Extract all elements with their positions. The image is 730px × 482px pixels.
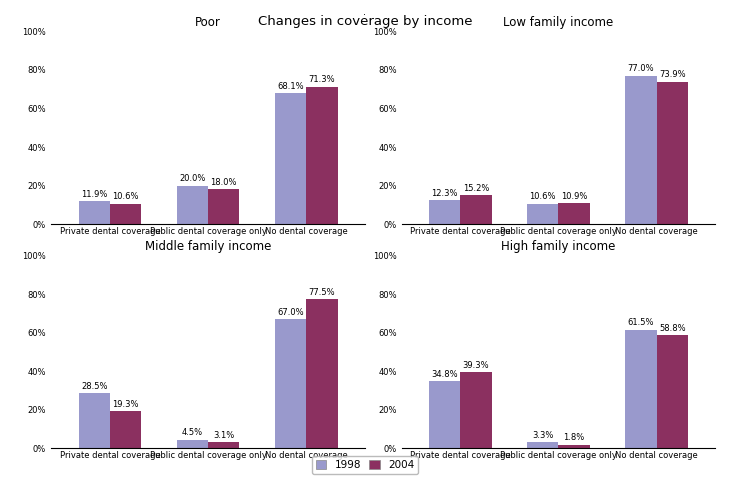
Bar bbox=[461, 195, 492, 224]
Bar bbox=[429, 381, 461, 448]
Text: 20.0%: 20.0% bbox=[179, 174, 206, 183]
Legend: 1998, 2004: 1998, 2004 bbox=[312, 456, 418, 474]
Text: 15.2%: 15.2% bbox=[463, 184, 489, 192]
Text: 19.3%: 19.3% bbox=[112, 400, 139, 409]
Text: 61.5%: 61.5% bbox=[628, 319, 654, 327]
Text: 3.3%: 3.3% bbox=[532, 430, 553, 440]
Text: 12.3%: 12.3% bbox=[431, 189, 458, 198]
Text: 71.3%: 71.3% bbox=[309, 75, 335, 84]
Text: 3.1%: 3.1% bbox=[213, 431, 234, 440]
Text: 18.0%: 18.0% bbox=[210, 178, 237, 187]
Title: Low family income: Low family income bbox=[503, 16, 614, 29]
Text: Changes in coverage by income: Changes in coverage by income bbox=[258, 15, 472, 28]
Bar bbox=[461, 373, 492, 448]
Bar bbox=[656, 335, 688, 448]
Text: 4.5%: 4.5% bbox=[182, 428, 203, 437]
Bar bbox=[306, 299, 337, 448]
Bar bbox=[429, 201, 461, 224]
Title: Middle family income: Middle family income bbox=[145, 240, 272, 253]
Bar bbox=[656, 81, 688, 224]
Bar bbox=[110, 204, 142, 224]
Text: 58.8%: 58.8% bbox=[659, 323, 685, 333]
Title: Poor: Poor bbox=[195, 16, 221, 29]
Bar bbox=[527, 442, 558, 448]
Text: 67.0%: 67.0% bbox=[277, 308, 304, 317]
Bar bbox=[177, 186, 208, 224]
Text: 10.6%: 10.6% bbox=[112, 192, 139, 201]
Title: High family income: High family income bbox=[502, 240, 615, 253]
Text: 28.5%: 28.5% bbox=[81, 382, 107, 391]
Text: 11.9%: 11.9% bbox=[81, 190, 107, 199]
Bar bbox=[110, 411, 142, 448]
Text: 34.8%: 34.8% bbox=[431, 370, 458, 379]
Bar bbox=[208, 442, 239, 448]
Bar bbox=[306, 87, 337, 224]
Text: 73.9%: 73.9% bbox=[659, 70, 685, 80]
Text: 77.0%: 77.0% bbox=[628, 65, 654, 73]
Bar bbox=[274, 319, 306, 448]
Text: 10.6%: 10.6% bbox=[529, 192, 556, 201]
Bar bbox=[558, 445, 590, 448]
Bar bbox=[274, 93, 306, 224]
Text: .: . bbox=[364, 7, 366, 17]
Text: 10.9%: 10.9% bbox=[561, 192, 588, 201]
Bar bbox=[625, 330, 656, 448]
Bar bbox=[79, 393, 110, 448]
Bar bbox=[558, 203, 590, 224]
Text: 39.3%: 39.3% bbox=[463, 361, 489, 370]
Text: 1.8%: 1.8% bbox=[564, 433, 585, 442]
Text: 68.1%: 68.1% bbox=[277, 81, 304, 91]
Bar bbox=[79, 201, 110, 224]
Bar bbox=[177, 440, 208, 448]
Bar bbox=[527, 204, 558, 224]
Bar bbox=[625, 76, 656, 224]
Bar bbox=[208, 189, 239, 224]
Text: 77.5%: 77.5% bbox=[309, 288, 335, 296]
